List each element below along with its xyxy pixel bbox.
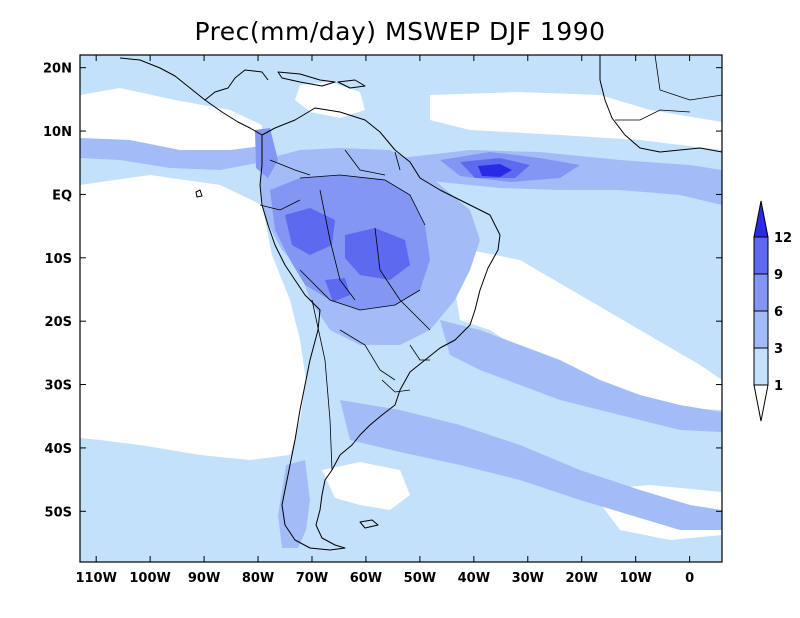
lat-tick-label: 10N	[43, 125, 72, 140]
lon-tick-label: 70W	[296, 571, 328, 586]
lon-tick-label: 30W	[512, 571, 544, 586]
lat-tick-label: 40S	[45, 442, 72, 457]
colorbar-extend-top	[753, 200, 769, 238]
colorbar-segment	[753, 273, 769, 312]
dry-region-patagonia-shelf	[322, 462, 410, 510]
colorbar-segment	[753, 347, 769, 386]
hispaniola-coastline	[337, 79, 366, 89]
atlantic-itcz-peak	[478, 164, 512, 177]
lat-tick-label: 30S	[45, 379, 72, 394]
south-atlantic-storm-track	[340, 400, 722, 530]
colorbar: 12 9 6 3 1	[753, 200, 792, 422]
yucatan-coastline	[204, 69, 269, 101]
west-africa-coastline	[599, 55, 722, 153]
lat-tick-label: 50S	[45, 505, 72, 520]
itcz-pacific-band	[80, 138, 262, 170]
galapagos	[195, 189, 203, 198]
lon-tick-label: 90W	[188, 571, 220, 586]
lon-tick-label: 110W	[75, 571, 116, 586]
lon-tick-label: 0	[685, 571, 694, 586]
lon-tick-label: 50W	[404, 571, 436, 586]
colorbar-segment	[753, 236, 769, 275]
lon-tick-label: 10W	[619, 571, 651, 586]
lon-tick-label: 100W	[129, 571, 170, 586]
lon-tick-label: 60W	[350, 571, 382, 586]
lon-tick-label: 80W	[242, 571, 274, 586]
sacz-band	[440, 320, 722, 432]
lat-tick-label: 10S	[45, 252, 72, 267]
colorbar-level-label: 6	[774, 305, 783, 320]
extreme-rain-regions	[478, 164, 512, 177]
central-amazon-core	[345, 228, 410, 280]
longitude-axis: 110W 100W 90W 80W 70W 60W 50W 40W 30W 20W 10W 0	[75, 55, 694, 586]
colombia-pacific-core	[255, 128, 278, 178]
falklands-coastline	[359, 519, 379, 529]
lon-tick-label: 20W	[566, 571, 598, 586]
latitude-axis: 20N 10N EQ 10S 20S 30S 40S 50S	[43, 62, 722, 520]
dry-region-south-atlantic-center	[455, 250, 722, 410]
lat-tick-label: 20N	[43, 62, 72, 77]
coastlines	[119, 55, 722, 551]
cuba-coastline	[277, 71, 336, 87]
lat-tick-label: 20S	[45, 315, 72, 330]
map-area	[80, 55, 722, 562]
western-amazon-core	[285, 208, 335, 255]
map-frame	[79, 54, 723, 563]
colorbar-level-label: 1	[774, 379, 783, 394]
central-america-coastline	[119, 57, 263, 136]
colorbar-level-label: 3	[774, 342, 783, 357]
colorbar-level-label: 12	[774, 231, 792, 246]
dry-region-north-atlantic	[430, 92, 722, 150]
country-borders	[259, 55, 722, 471]
colorbar-segment	[753, 310, 769, 349]
dry-region-southeast-pacific	[80, 175, 306, 460]
lat-tick-label: EQ	[52, 188, 72, 203]
colorbar-extend-bottom	[753, 384, 769, 422]
south-america-coastline	[259, 107, 501, 551]
colorbar-level-label: 9	[774, 268, 783, 283]
lon-tick-label: 40W	[458, 571, 490, 586]
bolivia-core	[325, 278, 350, 302]
very-heavy-rain-regions	[285, 158, 530, 302]
map-title: Prec(mm/day) MSWEP DJF 1990	[194, 17, 605, 46]
